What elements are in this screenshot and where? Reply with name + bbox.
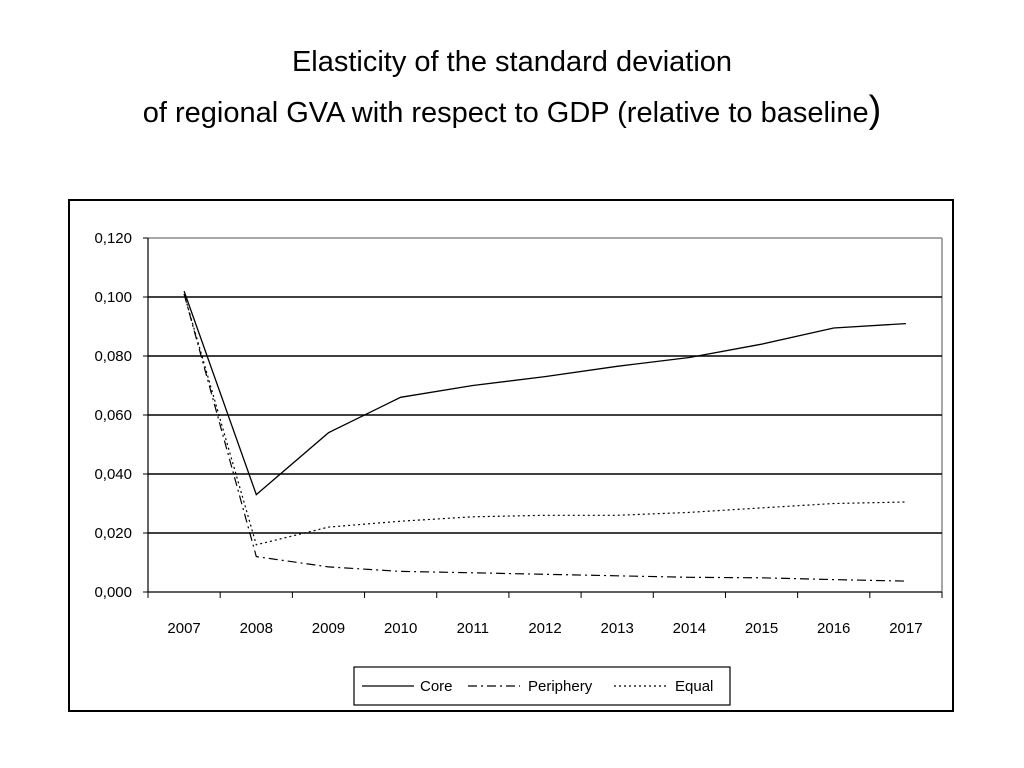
series-line-periphery — [183, 293, 906, 582]
x-tick-label: 2008 — [240, 620, 273, 637]
y-tick-label: 0,040 — [94, 466, 132, 483]
chart-title-line-2: of regional GVA with respect to GDP (rel… — [0, 86, 1024, 137]
x-tick-label: 2009 — [312, 620, 345, 637]
series-line-equal — [183, 293, 906, 546]
x-tick-label: 2013 — [600, 620, 633, 637]
y-tick-label: 0,020 — [94, 525, 132, 542]
x-tick-label: 2012 — [528, 620, 561, 637]
chart-title-line-2-text: of regional GVA with respect to GDP (rel… — [142, 97, 869, 129]
x-tick-label: 2007 — [167, 620, 200, 637]
legend-label-periphery: Periphery — [528, 678, 593, 695]
x-tick-label: 2011 — [457, 620, 489, 637]
chart-title-line-1: Elasticity of the standard deviation — [291, 46, 733, 78]
x-tick-label: 2017 — [889, 620, 922, 637]
y-tick-labels: 0,000 0,020 0,040 0,060 0,080 0,100 0,120 — [94, 230, 132, 601]
y-tick-label: 0,000 — [94, 584, 132, 601]
chart-title-close-paren: ) — [868, 89, 882, 131]
series-line-core — [183, 290, 906, 496]
legend-box — [353, 666, 731, 706]
chart-title: Elasticity of the standard deviation of … — [0, 38, 1024, 137]
legend-label-core: Core — [420, 678, 453, 695]
gridlines — [148, 237, 943, 592]
y-tick-label: 0,120 — [94, 230, 132, 247]
x-tick-label: 2014 — [673, 620, 706, 637]
y-tick-label: 0,060 — [94, 407, 132, 424]
chart-frame — [68, 199, 954, 712]
y-tick-label: 0,080 — [94, 348, 132, 365]
series-lines — [183, 290, 906, 582]
legend: Core Periphery Equal — [353, 666, 731, 706]
x-tick-label: 2010 — [384, 620, 417, 637]
axes — [143, 237, 943, 598]
x-tick-labels: 2007 2008 2009 2010 2011 2012 2013 2014 2015 2016… — [167, 620, 922, 637]
legend-label-equal: Equal — [675, 678, 713, 695]
y-tick-label: 0,100 — [94, 289, 132, 306]
x-tick-label: 2016 — [817, 620, 850, 637]
x-tick-label: 2015 — [745, 620, 778, 637]
